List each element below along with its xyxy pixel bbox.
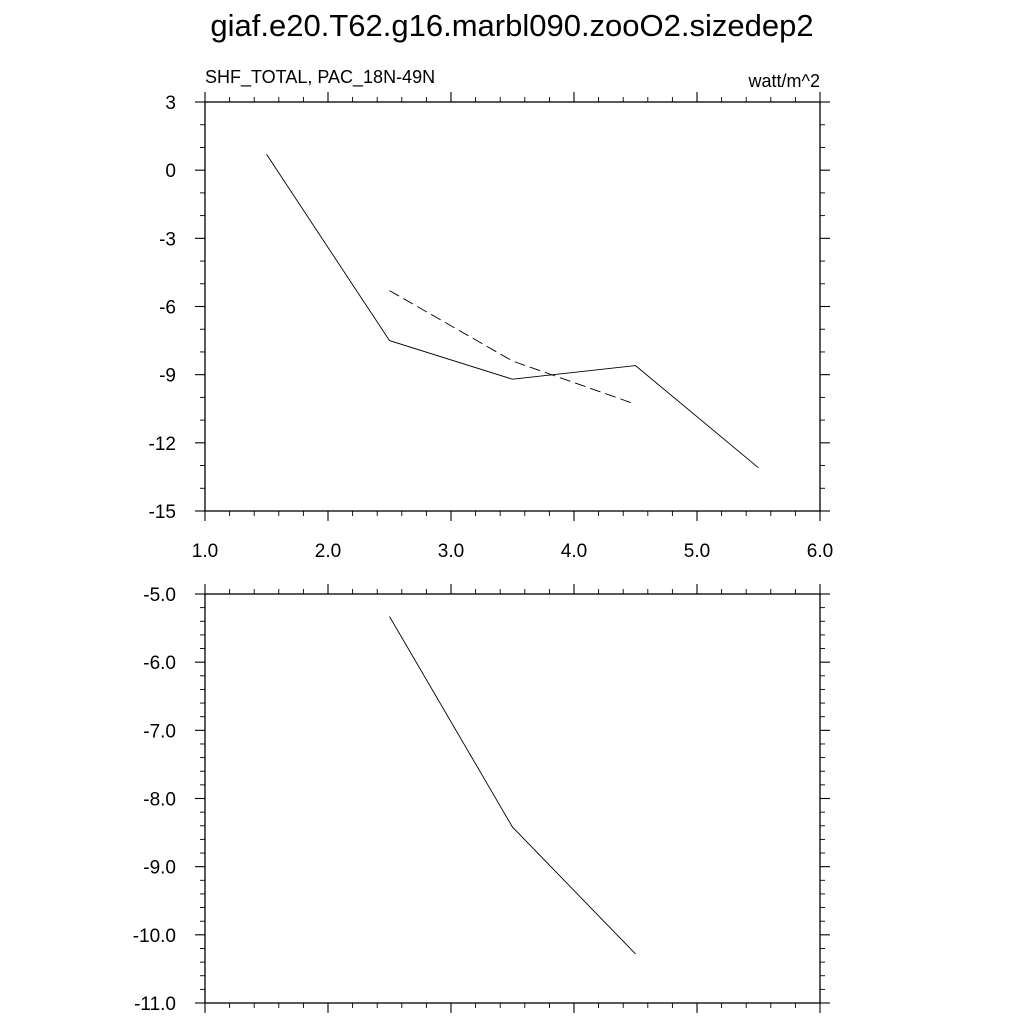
- panel-2-y-tick-label: -6.0: [143, 653, 176, 674]
- panel-1-y-tick-label: -9: [159, 366, 176, 387]
- panel-1-y-tick-label: 0: [165, 161, 176, 182]
- panel-1-units-label: watt/m^2: [748, 71, 820, 91]
- panel-1-x-tick-label: 2.0: [315, 541, 341, 562]
- panel-1-y-tick-label: -3: [159, 229, 176, 250]
- panel-1-y-tick-label: 3: [165, 93, 176, 114]
- panel-2-frame: [204, 593, 821, 1004]
- panel-2-y-tick-label: -11.0: [134, 994, 176, 1015]
- panel-1-y-tick-label: -6: [159, 298, 176, 319]
- panel-1-x-tick-label: 5.0: [684, 541, 710, 562]
- panel-1-x-tick-label: 4.0: [561, 541, 587, 562]
- panel-1-y-tick-label: -12: [149, 434, 176, 455]
- panel-1-frame: [204, 101, 821, 512]
- figure-title: giaf.e20.T62.g16.marbl090.zooO2.sizedep2: [210, 8, 814, 43]
- panel-1-series-2-line: [389, 290, 636, 405]
- panel-2-y-tick-label: -7.0: [143, 721, 176, 742]
- panel-2-y-tick-label: -10.0: [133, 926, 176, 947]
- panel-1-x-tick-label: 6.0: [807, 541, 833, 562]
- panel-2-series-1-line: [389, 616, 636, 955]
- panel-1-series-1-line: [266, 154, 759, 469]
- panel-1-x-tick-label: 1.0: [192, 541, 218, 562]
- panel-2-y-tick-label: -5.0: [143, 585, 176, 606]
- panel-1-x-tick-label: 3.0: [438, 541, 464, 562]
- panel-1-y-tick-label: -15: [149, 502, 176, 523]
- panel-2-y-tick-label: -8.0: [143, 790, 176, 811]
- panel-2-y-tick-label: -9.0: [143, 858, 176, 879]
- panel-1-variable-label: SHF_TOTAL, PAC_18N-49N: [205, 67, 435, 88]
